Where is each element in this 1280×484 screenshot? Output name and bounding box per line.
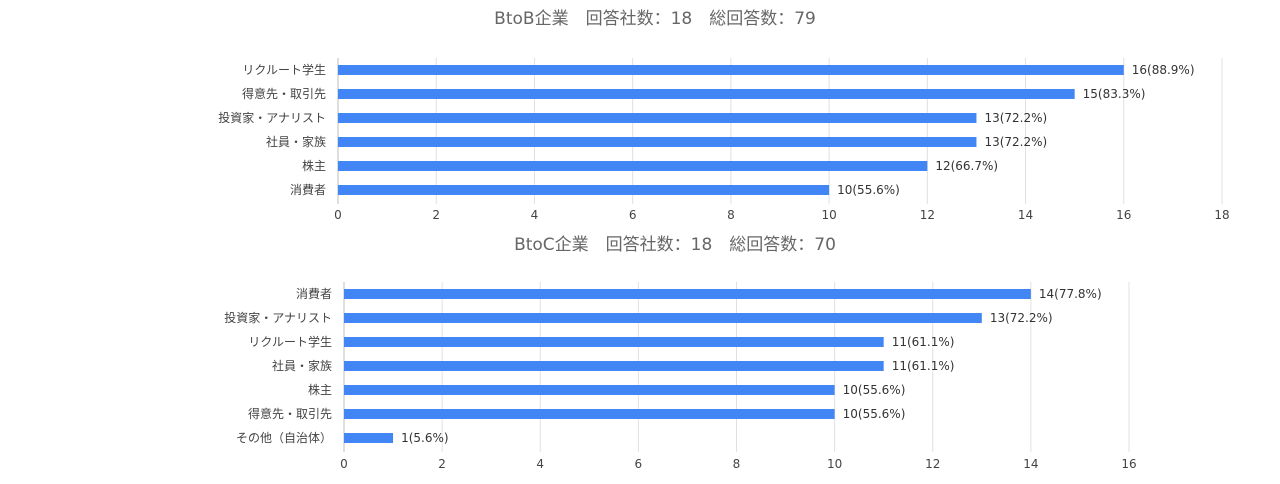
category-label: リクルート学生 <box>242 62 326 77</box>
btob-chart: BtoB企業 回答社数：18 総回答数：79 0 2 4 6 8 10 12 14 16 18 リクル… <box>218 9 1229 222</box>
bar <box>344 385 835 395</box>
category-label: 投資家・アナリスト <box>218 110 326 125</box>
x-tick-label: 8 <box>727 208 735 222</box>
bar <box>338 113 977 123</box>
x-tick-label: 8 <box>733 457 741 471</box>
bar <box>338 89 1075 99</box>
bar <box>344 289 1031 299</box>
category-label: 消費者 <box>290 182 326 197</box>
x-tick-label: 14 <box>1023 457 1038 471</box>
category-label: 株主 <box>308 382 332 397</box>
chart-title: BtoC企業 回答社数：18 総回答数：70 <box>514 235 836 255</box>
bar <box>344 409 835 419</box>
x-tick-label: 16 <box>1116 208 1131 222</box>
x-tick-label: 4 <box>536 457 544 471</box>
x-tick-label: 14 <box>1018 208 1033 222</box>
data-label: 13(72.2%) <box>984 135 1047 149</box>
x-tick-label: 18 <box>1214 208 1229 222</box>
bar <box>344 361 884 371</box>
bar <box>338 65 1124 75</box>
x-tick-label: 6 <box>635 457 643 471</box>
x-tick-label: 10 <box>827 457 842 471</box>
x-tick-label: 0 <box>334 208 342 222</box>
category-label: 株主 <box>302 158 326 173</box>
bar <box>338 137 977 147</box>
x-tick-label: 6 <box>629 208 637 222</box>
data-label: 16(88.9%) <box>1132 63 1195 77</box>
x-tick-label: 16 <box>1121 457 1136 471</box>
data-label: 11(61.1%) <box>892 359 955 373</box>
category-label: その他（自治体） <box>236 431 332 445</box>
x-tick-label: 12 <box>920 208 935 222</box>
data-label: 13(72.2%) <box>984 111 1047 125</box>
x-tick-label: 4 <box>531 208 539 222</box>
data-label: 1(5.6%) <box>401 431 448 445</box>
bar <box>344 313 982 323</box>
x-tick-label: 2 <box>432 208 440 222</box>
data-label: 13(72.2%) <box>990 311 1053 325</box>
x-tick-label: 0 <box>340 457 348 471</box>
category-label: 得意先・取引先 <box>242 86 326 101</box>
data-label: 10(55.6%) <box>843 383 906 397</box>
bar <box>344 337 884 347</box>
data-label: 10(55.6%) <box>843 407 906 421</box>
category-label: 社員・家族 <box>266 134 326 149</box>
category-label: 得意先・取引先 <box>248 406 332 421</box>
x-tick-label: 10 <box>821 208 836 222</box>
bar <box>338 185 830 195</box>
category-label: リクルート学生 <box>248 334 332 349</box>
data-label: 12(66.7%) <box>935 159 998 173</box>
data-label: 14(77.8%) <box>1039 287 1102 301</box>
x-tick-label: 2 <box>438 457 446 471</box>
bar <box>338 161 928 171</box>
data-label: 15(83.3%) <box>1083 87 1146 101</box>
category-label: 社員・家族 <box>272 358 332 373</box>
data-label: 10(55.6%) <box>837 183 900 197</box>
x-tick-label: 12 <box>925 457 940 471</box>
category-label: 消費者 <box>296 286 332 301</box>
btoc-chart: BtoC企業 回答社数：18 総回答数：70 0 2 4 6 8 10 12 14 16 消費者 14… <box>224 235 1136 471</box>
chart-title: BtoB企業 回答社数：18 総回答数：79 <box>494 9 816 29</box>
data-label: 11(61.1%) <box>892 335 955 349</box>
bar <box>344 433 394 443</box>
category-label: 投資家・アナリスト <box>224 310 332 325</box>
